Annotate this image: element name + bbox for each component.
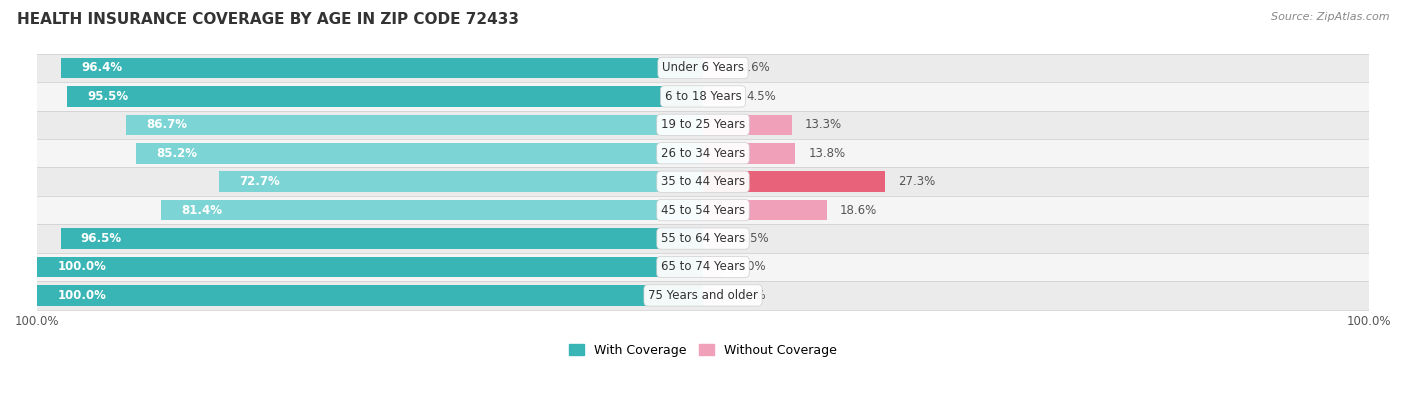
Text: 35 to 44 Years: 35 to 44 Years (661, 175, 745, 188)
Text: 18.6%: 18.6% (841, 204, 877, 217)
Bar (125, 115, 703, 135)
Text: 86.7%: 86.7% (146, 118, 187, 131)
Bar (37, 257, 703, 277)
Bar (37, 82, 1369, 111)
Text: 85.2%: 85.2% (156, 147, 197, 160)
Text: 96.5%: 96.5% (80, 232, 122, 245)
Text: 19 to 25 Years: 19 to 25 Years (661, 118, 745, 131)
Text: 100.0%: 100.0% (58, 289, 105, 302)
Text: 81.4%: 81.4% (181, 204, 222, 217)
Bar (703, 115, 792, 135)
Bar (703, 285, 723, 306)
Bar (62, 58, 703, 78)
Text: 0.0%: 0.0% (737, 289, 766, 302)
Bar (703, 200, 827, 220)
Text: 100.0%: 100.0% (58, 261, 105, 273)
Bar (37, 281, 1369, 310)
Bar (162, 200, 703, 220)
Text: 3.5%: 3.5% (740, 232, 769, 245)
Text: 95.5%: 95.5% (87, 90, 128, 103)
Bar (37, 196, 1369, 225)
Bar (37, 139, 1369, 168)
Bar (37, 111, 1369, 139)
Bar (60, 228, 703, 249)
Text: 72.7%: 72.7% (239, 175, 280, 188)
Bar (703, 228, 727, 249)
Bar (703, 58, 727, 78)
Bar (703, 257, 723, 277)
Text: 3.6%: 3.6% (741, 61, 770, 74)
Bar (703, 86, 733, 107)
Bar (37, 225, 1369, 253)
Bar (703, 171, 884, 192)
Legend: With Coverage, Without Coverage: With Coverage, Without Coverage (564, 339, 842, 362)
Text: 75 Years and older: 75 Years and older (648, 289, 758, 302)
Text: HEALTH INSURANCE COVERAGE BY AGE IN ZIP CODE 72433: HEALTH INSURANCE COVERAGE BY AGE IN ZIP … (17, 12, 519, 27)
Bar (37, 54, 1369, 82)
Bar (703, 143, 794, 164)
Text: 13.3%: 13.3% (804, 118, 842, 131)
Text: Under 6 Years: Under 6 Years (662, 61, 744, 74)
Text: 0.0%: 0.0% (737, 261, 766, 273)
Text: 96.4%: 96.4% (82, 61, 122, 74)
Bar (37, 253, 1369, 281)
Bar (37, 285, 703, 306)
Text: 6 to 18 Years: 6 to 18 Years (665, 90, 741, 103)
Text: Source: ZipAtlas.com: Source: ZipAtlas.com (1271, 12, 1389, 22)
Bar (67, 86, 703, 107)
Bar (37, 168, 1369, 196)
Text: 55 to 64 Years: 55 to 64 Years (661, 232, 745, 245)
Text: 65 to 74 Years: 65 to 74 Years (661, 261, 745, 273)
Text: 26 to 34 Years: 26 to 34 Years (661, 147, 745, 160)
Text: 13.8%: 13.8% (808, 147, 845, 160)
Bar (136, 143, 703, 164)
Text: 4.5%: 4.5% (747, 90, 776, 103)
Text: 45 to 54 Years: 45 to 54 Years (661, 204, 745, 217)
Bar (219, 171, 703, 192)
Text: 27.3%: 27.3% (898, 175, 935, 188)
